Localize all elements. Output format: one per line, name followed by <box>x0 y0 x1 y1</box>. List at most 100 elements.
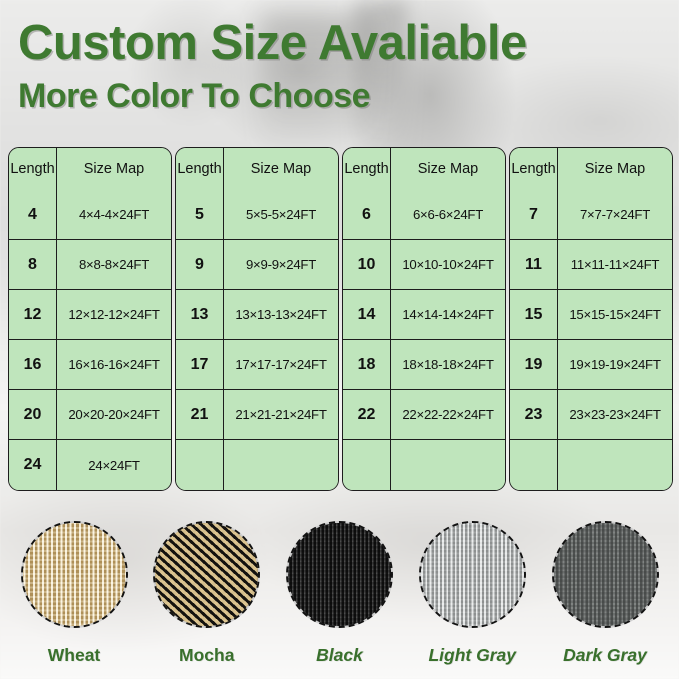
color-swatch-light-gray[interactable]: Light Gray <box>412 521 532 679</box>
cell-length <box>343 440 391 490</box>
swatch-label: Dark Gray <box>563 645 647 665</box>
headings-block: Custom Size Avaliable More Color To Choo… <box>0 0 679 120</box>
swatch-disc-icon[interactable] <box>20 521 128 628</box>
table-row: 9 9×9-9×24FT <box>176 240 338 290</box>
swatch-label: Wheat <box>47 645 101 665</box>
table-row: 15 15×15-15×24FT <box>510 290 672 340</box>
fabric-texture-light-gray <box>420 523 524 626</box>
table-header-row: Length Size Map <box>510 148 672 190</box>
cell-size-map: 5×5-5×24FT <box>224 190 338 240</box>
table-row: 18 18×18-18×24FT <box>343 340 505 390</box>
cell-size-map: 17×17-17×24FT <box>224 340 338 390</box>
table-row: 20 20×20-20×24FT <box>9 390 171 440</box>
table-row: 16 16×16-16×24FT <box>9 340 171 390</box>
page-subtitle: More Color To Choose <box>18 77 371 115</box>
table-row <box>176 440 338 490</box>
table-row: 5 5×5-5×24FT <box>176 190 338 240</box>
cell-size-map: 16×16-16×24FT <box>57 340 171 390</box>
page-title: Custom Size Avaliable <box>18 16 527 70</box>
table-header-row: Length Size Map <box>9 148 171 190</box>
cell-size-map: 4×4-4×24FT <box>57 190 171 240</box>
cell-size-map: 18×18-18×24FT <box>391 340 505 390</box>
fabric-texture-dark-gray <box>553 523 657 626</box>
column-header-size-map: Size Map <box>558 148 672 190</box>
cell-size-map: 10×10-10×24FT <box>391 240 505 290</box>
cell-length: 23 <box>510 390 558 440</box>
table-row: 24 24×24FT <box>9 440 171 490</box>
cell-size-map: 8×8-8×24FT <box>57 240 171 290</box>
swatch-label: Light Gray <box>428 645 516 665</box>
column-header-size-map: Size Map <box>391 148 505 190</box>
swatch-disc-icon[interactable] <box>551 521 659 628</box>
cell-size-map: 19×19-19×24FT <box>558 340 672 390</box>
cell-length: 21 <box>176 390 224 440</box>
cell-length: 18 <box>343 340 391 390</box>
table-row <box>510 440 672 490</box>
cell-length: 7 <box>510 190 558 240</box>
cell-size-map: 6×6-6×24FT <box>391 190 505 240</box>
cell-size-map: 11×11-11×24FT <box>558 240 672 290</box>
cell-length <box>176 440 224 490</box>
table-row: 4 4×4-4×24FT <box>9 190 171 240</box>
cell-length: 24 <box>9 440 57 490</box>
cell-size-map <box>224 440 338 490</box>
table-header-row: Length Size Map <box>343 148 505 190</box>
fabric-texture-wheat <box>22 523 126 626</box>
cell-length: 11 <box>510 240 558 290</box>
cell-length: 4 <box>9 190 57 240</box>
color-swatch-wheat[interactable]: Wheat <box>14 521 134 679</box>
table-row: 21 21×21-21×24FT <box>176 390 338 440</box>
cell-length: 10 <box>343 240 391 290</box>
cell-length: 19 <box>510 340 558 390</box>
fabric-texture-mocha <box>155 523 259 626</box>
cell-length: 6 <box>343 190 391 240</box>
cell-length: 22 <box>343 390 391 440</box>
table-row: 6 6×6-6×24FT <box>343 190 505 240</box>
table-row: 13 13×13-13×24FT <box>176 290 338 340</box>
cell-length: 12 <box>9 290 57 340</box>
cell-length: 8 <box>9 240 57 290</box>
table-row: 14 14×14-14×24FT <box>343 290 505 340</box>
cell-length: 9 <box>176 240 224 290</box>
color-swatch-mocha[interactable]: Mocha <box>147 521 267 679</box>
swatch-disc-icon[interactable] <box>418 521 526 628</box>
column-header-length: Length <box>176 148 224 190</box>
swatch-disc-icon[interactable] <box>286 521 393 628</box>
table-row: 23 23×23-23×24FT <box>510 390 672 440</box>
cell-length: 16 <box>9 340 57 390</box>
cell-length: 14 <box>343 290 391 340</box>
cell-length: 17 <box>176 340 224 390</box>
table-row: 11 11×11-11×24FT <box>510 240 672 290</box>
swatch-label: Black <box>316 645 363 665</box>
size-table-1: Length Size Map 4 4×4-4×24FT 8 8×8-8×24FT 12 12… <box>8 147 172 491</box>
cell-length: 20 <box>9 390 57 440</box>
column-header-length: Length <box>9 148 57 190</box>
column-header-length: Length <box>510 148 558 190</box>
cell-length <box>510 440 558 490</box>
cell-length: 5 <box>176 190 224 240</box>
swatch-disc-icon[interactable] <box>153 521 261 628</box>
cell-length: 15 <box>510 290 558 340</box>
size-table-3: Length Size Map 6 6×6-6×24FT 10 10×10-10×24FT… <box>342 147 506 491</box>
column-header-size-map: Size Map <box>57 148 171 190</box>
fabric-texture-black <box>288 523 391 626</box>
cell-size-map: 23×23-23×24FT <box>558 390 672 440</box>
color-swatch-dark-gray[interactable]: Dark Gray <box>545 521 665 679</box>
cell-size-map <box>391 440 505 490</box>
cell-size-map: 14×14-14×24FT <box>391 290 505 340</box>
swatch-label: Mocha <box>179 645 235 665</box>
table-row: 19 19×19-19×24FT <box>510 340 672 390</box>
cell-size-map: 21×21-21×24FT <box>224 390 338 440</box>
table-row <box>343 440 505 490</box>
color-swatches-group: Wheat Mocha Black Light Gray Dark Gray <box>0 521 679 679</box>
cell-size-map: 22×22-22×24FT <box>391 390 505 440</box>
cell-size-map: 15×15-15×24FT <box>558 290 672 340</box>
color-swatch-black[interactable]: Black <box>280 521 400 679</box>
table-row: 10 10×10-10×24FT <box>343 240 505 290</box>
cell-length: 13 <box>176 290 224 340</box>
table-row: 7 7×7-7×24FT <box>510 190 672 240</box>
size-tables-group: Length Size Map 4 4×4-4×24FT 8 8×8-8×24FT 12 12… <box>8 147 673 491</box>
cell-size-map: 13×13-13×24FT <box>224 290 338 340</box>
cell-size-map: 20×20-20×24FT <box>57 390 171 440</box>
